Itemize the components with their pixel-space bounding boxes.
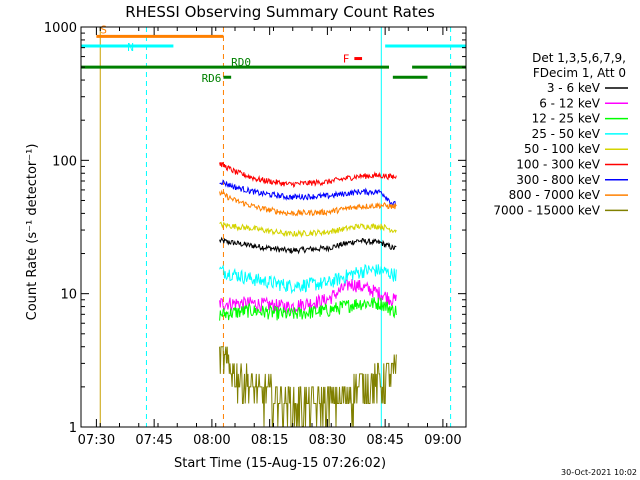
series-line-7 (219, 189, 397, 217)
legend-entry-label: 12 - 25 keV (532, 112, 601, 126)
legend-entry-label: 100 - 300 keV (516, 158, 600, 172)
series-line-0 (219, 236, 397, 255)
series-line-2 (219, 297, 397, 321)
y-tick-label: 10 (60, 288, 77, 303)
flag-label-rd0: RD0 (231, 56, 251, 69)
legend-entry-label: 6 - 12 keV (539, 96, 601, 110)
legend-header-line-1: Det 1,3,5,6,7,9, (532, 51, 626, 65)
series-line-5 (219, 161, 397, 189)
legend: Det 1,3,5,6,7,9, FDecim 1, Att 0 3 - 6 k… (493, 51, 628, 217)
series-line-4 (219, 221, 397, 238)
flag-label-f: F (343, 53, 350, 66)
legend-entry-label: 300 - 800 keV (516, 173, 600, 187)
legend-entry-label: 50 - 100 keV (524, 142, 601, 156)
series-line-8 (219, 346, 397, 427)
date-stamp: 30-Oct-2021 10:02 (561, 468, 637, 477)
flag-label-s: S (100, 23, 107, 36)
legend-entry-label: 800 - 7000 keV (509, 188, 601, 202)
x-tick-label: 07:30 (78, 433, 115, 448)
x-tick-label: 09:00 (424, 433, 461, 448)
x-tick-label: 08:30 (309, 433, 346, 448)
flag-bars: S N F RD0 RD6 (81, 23, 466, 85)
y-axis-label: Count Rate (s⁻¹ detector⁻¹) (25, 144, 40, 321)
x-tick-label: 08:00 (193, 433, 230, 448)
legend-entry-label: 3 - 6 keV (547, 81, 601, 95)
legend-entry-label: 25 - 50 keV (532, 127, 601, 141)
axes-ticks: 07:30 07:45 08:00 08:15 08:30 08:45 09:00 1 10 10… (44, 21, 467, 448)
legend-header-line-2: FDecim 1, Att 0 (533, 66, 626, 80)
x-tick-label: 08:15 (251, 433, 288, 448)
series-layer (219, 161, 397, 427)
x-tick-label: 07:45 (135, 433, 172, 448)
legend-entry-label: 7000 - 15000 keV (493, 203, 600, 217)
y-tick-label: 1000 (44, 21, 77, 36)
y-tick-label: 1 (69, 421, 77, 436)
series-line-3 (219, 263, 397, 295)
y-tick-label: 100 (52, 154, 77, 169)
flag-label-n: N (127, 41, 134, 54)
flag-label-rd6: RD6 (202, 72, 222, 85)
chart-title: RHESSI Observing Summary Count Rates (125, 3, 435, 21)
x-tick-label: 08:45 (366, 433, 403, 448)
x-axis-label: Start Time (15-Aug-15 07:26:02) (174, 456, 386, 471)
series-line-6 (219, 179, 397, 207)
